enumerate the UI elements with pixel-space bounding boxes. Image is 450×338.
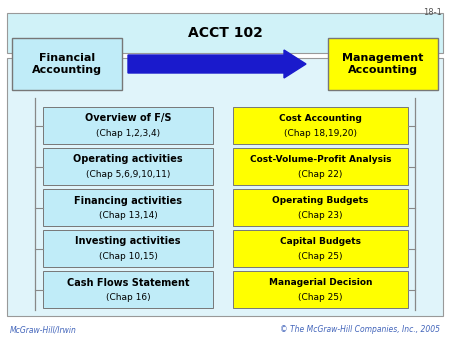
Text: Capital Budgets: Capital Budgets xyxy=(280,237,361,246)
FancyBboxPatch shape xyxy=(328,38,438,90)
FancyBboxPatch shape xyxy=(43,230,213,267)
Text: Operating activities: Operating activities xyxy=(73,154,183,165)
Text: Management
Accounting: Management Accounting xyxy=(342,53,424,75)
Text: (Chap 13,14): (Chap 13,14) xyxy=(99,211,158,220)
FancyBboxPatch shape xyxy=(43,189,213,226)
FancyBboxPatch shape xyxy=(233,148,408,185)
Text: Operating Budgets: Operating Budgets xyxy=(272,196,369,205)
Text: Cash Flows Statement: Cash Flows Statement xyxy=(67,277,189,288)
Text: (Chap 10,15): (Chap 10,15) xyxy=(99,252,158,261)
Text: Overview of F/S: Overview of F/S xyxy=(85,114,171,123)
Text: (Chap 5,6,9,10,11): (Chap 5,6,9,10,11) xyxy=(86,170,170,179)
FancyBboxPatch shape xyxy=(233,189,408,226)
Text: (Chap 16): (Chap 16) xyxy=(106,293,150,302)
Text: (Chap 18,19,20): (Chap 18,19,20) xyxy=(284,129,357,138)
Text: Investing activities: Investing activities xyxy=(75,237,181,246)
FancyBboxPatch shape xyxy=(233,230,408,267)
FancyBboxPatch shape xyxy=(43,271,213,308)
FancyBboxPatch shape xyxy=(12,38,122,90)
Text: (Chap 22): (Chap 22) xyxy=(298,170,343,179)
FancyArrow shape xyxy=(128,50,306,78)
Text: Financing activities: Financing activities xyxy=(74,195,182,206)
Text: (Chap 1,2,3,4): (Chap 1,2,3,4) xyxy=(96,129,160,138)
FancyBboxPatch shape xyxy=(7,13,443,53)
Text: McGraw-Hill/Irwin: McGraw-Hill/Irwin xyxy=(10,325,77,335)
Text: © The McGraw-Hill Companies, Inc., 2005: © The McGraw-Hill Companies, Inc., 2005 xyxy=(280,325,440,335)
Text: 18-1: 18-1 xyxy=(423,8,442,17)
Text: (Chap 23): (Chap 23) xyxy=(298,211,343,220)
Text: ACCT 102: ACCT 102 xyxy=(188,26,262,40)
Text: (Chap 25): (Chap 25) xyxy=(298,252,343,261)
FancyBboxPatch shape xyxy=(43,148,213,185)
FancyBboxPatch shape xyxy=(233,107,408,144)
Text: Managerial Decision: Managerial Decision xyxy=(269,278,372,287)
Text: Financial
Accounting: Financial Accounting xyxy=(32,53,102,75)
FancyBboxPatch shape xyxy=(7,58,443,316)
Text: Cost Accounting: Cost Accounting xyxy=(279,114,362,123)
Text: Cost-Volume-Profit Analysis: Cost-Volume-Profit Analysis xyxy=(250,155,391,164)
FancyBboxPatch shape xyxy=(233,271,408,308)
FancyBboxPatch shape xyxy=(43,107,213,144)
Text: (Chap 25): (Chap 25) xyxy=(298,293,343,302)
